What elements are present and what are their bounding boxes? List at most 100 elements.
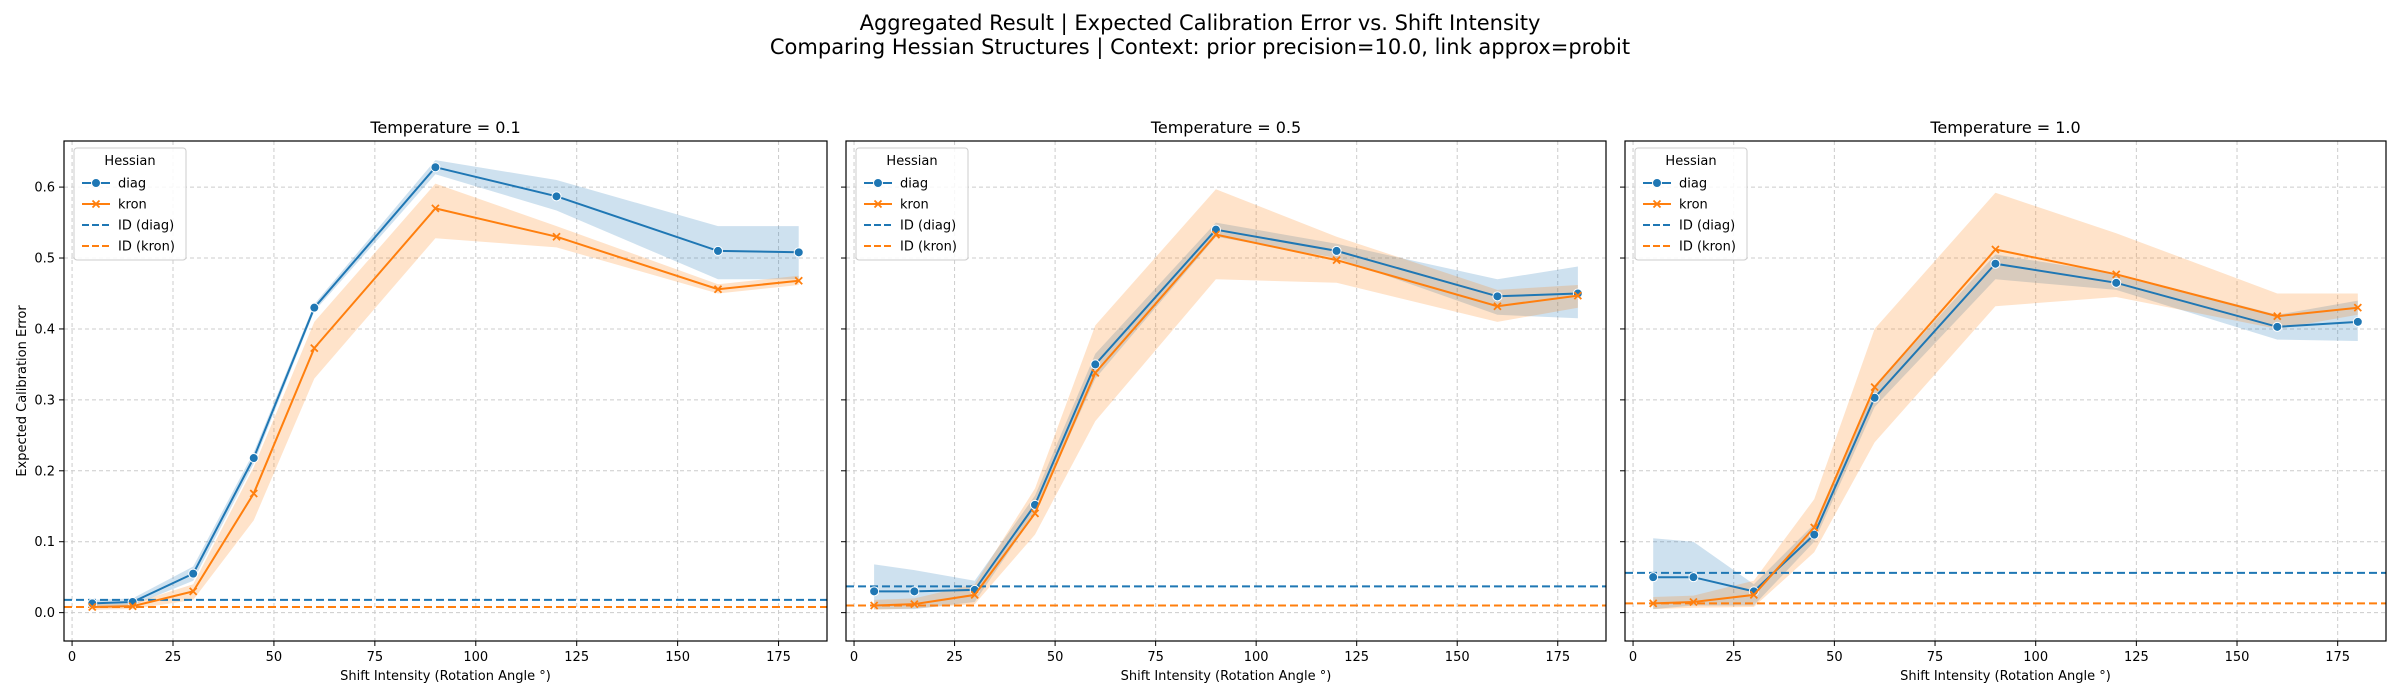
x-tick-label: 50	[1047, 650, 1064, 665]
figure-subtitle: Comparing Hessian Structures | Context: …	[769, 35, 1631, 59]
x-tick-label: 75	[367, 650, 384, 665]
subplot-title: Temperature = 1.0	[1929, 118, 2080, 137]
legend-label: kron	[1679, 198, 1708, 213]
data-point-diag	[869, 586, 880, 597]
x-tick-label: 100	[463, 650, 488, 665]
data-point-kron	[1689, 597, 1698, 607]
x-tick-label: 150	[665, 650, 690, 665]
x-tick-label: 0	[850, 650, 858, 665]
x-tick-label: 0	[1629, 650, 1637, 665]
legend-label: ID (diag)	[118, 219, 174, 234]
data-point-diag	[1648, 572, 1659, 583]
data-point-diag	[1809, 529, 1820, 540]
x-tick-label: 175	[2325, 650, 2350, 665]
data-point-kron	[2112, 270, 2121, 279]
y-tick-label: 0.4	[34, 322, 55, 337]
legend-marker-circle	[1652, 178, 1662, 188]
legend-marker-x	[1652, 199, 1662, 209]
legend-title: Hessian	[104, 154, 155, 169]
data-point-diag	[248, 453, 259, 464]
x-tick-label: 125	[564, 650, 589, 665]
data-point-kron	[713, 285, 723, 294]
x-tick-label: 25	[1725, 650, 1742, 665]
data-point-kron	[128, 602, 137, 611]
data-point-kron	[1030, 509, 1040, 518]
y-tick-label: 0.1	[34, 535, 55, 550]
x-tick-label: 100	[2023, 650, 2048, 665]
data-point-kron	[552, 232, 561, 241]
data-point-diag	[793, 247, 804, 258]
data-point-kron	[2353, 303, 2362, 312]
data-point-kron	[1211, 230, 1221, 239]
legend: Hessian diag kron ID (diag) ID (kron)	[855, 147, 969, 261]
data-point-diag	[2272, 321, 2283, 332]
data-point-kron	[794, 276, 803, 285]
legend-marker-x	[873, 199, 883, 209]
x-tick-label: 50	[1826, 650, 1843, 665]
data-point-diag	[309, 302, 320, 313]
legend-label: diag	[900, 177, 928, 192]
axes-frame	[845, 140, 1607, 642]
x-axis-label: Shift Intensity (Rotation Angle °)	[1900, 669, 2111, 684]
legend-marker-x	[91, 199, 101, 209]
data-point-diag	[2111, 277, 2122, 288]
data-point-diag	[1090, 359, 1101, 370]
data-point-diag	[1492, 291, 1503, 302]
data-point-kron	[88, 602, 97, 612]
y-tick-label: 0.2	[34, 464, 55, 479]
legend-box	[1634, 147, 1748, 261]
legend: Hessian diag kron ID (diag) ID (kron)	[1634, 147, 1748, 261]
axes-frame	[63, 140, 828, 642]
figure-title: Aggregated Result | Expected Calibration…	[859, 11, 1541, 35]
confidence-band-kron	[874, 189, 1578, 610]
legend-label: ID (diag)	[1679, 219, 1735, 234]
legend-label: ID (kron)	[1679, 240, 1736, 255]
subplot-title: Temperature = 0.1	[369, 118, 520, 137]
subplot-3: 0 25 50 75 100 125 150 175 Temperature = 1.0 Shif…	[1620, 118, 2387, 684]
data-point-kron	[1810, 523, 1819, 532]
axes-frame	[1624, 140, 2387, 642]
data-point-diag	[713, 245, 723, 256]
data-point-kron	[310, 343, 319, 353]
legend-label: kron	[118, 198, 147, 213]
legend-box	[855, 147, 969, 261]
legend-box	[73, 147, 187, 261]
legend-marker-circle	[873, 178, 883, 188]
data-point-kron	[431, 204, 440, 213]
subplot-2: 0 25 50 75 100 125 150 175 Temperature = 0.5 Shif…	[841, 118, 1607, 684]
x-tick-label: 100	[1244, 650, 1269, 665]
x-tick-label: 175	[766, 650, 791, 665]
y-tick-label: 0.3	[34, 393, 55, 408]
confidence-band-diag	[874, 222, 1578, 610]
y-tick-label: 0.5	[34, 252, 55, 267]
legend-label: ID (kron)	[118, 240, 175, 255]
x-tick-label: 0	[68, 650, 76, 665]
data-point-kron	[1870, 382, 1879, 392]
x-tick-label: 25	[946, 650, 963, 665]
data-point-kron	[1749, 590, 1758, 600]
confidence-band-kron	[1653, 192, 2358, 610]
x-tick-label: 175	[1545, 650, 1570, 665]
data-point-kron	[1991, 245, 2000, 254]
legend-title: Hessian	[1665, 154, 1716, 169]
data-point-diag	[430, 162, 441, 173]
x-tick-label: 75	[1147, 650, 1164, 665]
subplot-1: 0 25 50 75 100 125 150 175 0.0 0.1 0.2 0.3 0.4 0.5 0.6…	[15, 118, 828, 684]
data-point-diag	[1210, 224, 1221, 235]
data-point-kron	[1091, 368, 1100, 378]
legend-label: kron	[900, 198, 929, 213]
legend-title: Hessian	[886, 154, 937, 169]
data-point-kron	[970, 590, 979, 600]
legend-marker-circle	[91, 178, 101, 188]
data-point-kron	[1493, 302, 1502, 311]
legend-label: diag	[118, 177, 146, 192]
data-point-kron	[249, 489, 258, 498]
data-point-kron	[1573, 291, 1582, 300]
x-tick-label: 125	[1344, 650, 1369, 665]
legend-label: ID (diag)	[900, 219, 956, 234]
y-axis-label: Expected Calibration Error	[15, 305, 30, 477]
data-point-diag	[1688, 572, 1699, 583]
x-tick-label: 125	[2124, 650, 2149, 665]
data-point-kron	[870, 601, 879, 610]
